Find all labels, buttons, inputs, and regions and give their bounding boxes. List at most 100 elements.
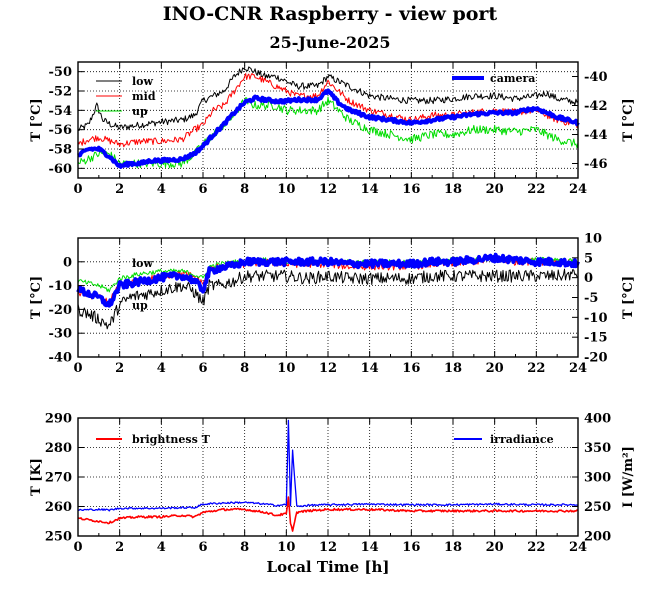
x-tick-label: 2 xyxy=(115,361,124,376)
panels: 0 2 4 6 8 10 12 14 16 18 20 22 24-60-58-56-54-52-50-… xyxy=(29,61,636,556)
series-line-camera xyxy=(76,252,580,308)
legend-label: low xyxy=(132,75,154,88)
y-tick-label: -40 xyxy=(49,351,73,366)
y-tick-label: 0 xyxy=(63,255,72,270)
x-tick-label: 4 xyxy=(157,540,166,555)
y2-tick-label: 10 xyxy=(584,232,602,247)
y2-tick-label: 250 xyxy=(584,500,611,515)
y2-tick-label: 0 xyxy=(584,271,593,286)
y2-axis-label: T [°C] xyxy=(621,98,636,141)
legend-label: brightness T xyxy=(132,433,211,446)
x-tick-label: 12 xyxy=(319,182,337,197)
y-tick-label: 290 xyxy=(45,412,72,427)
series-line-brightness-T xyxy=(77,496,579,532)
x-tick-label: 18 xyxy=(444,361,462,376)
legend-label: up xyxy=(132,105,148,118)
x-tick-label: 24 xyxy=(569,182,587,197)
y2-tick-label: 200 xyxy=(584,530,611,545)
legend-label: irradiance xyxy=(490,433,554,446)
x-tick-label: 22 xyxy=(527,361,545,376)
panel-3: 0 2 4 6 8 10 12 14 16 18 20 22 242502602702802902002… xyxy=(29,412,636,556)
x-axis-label: Local Time [h] xyxy=(267,558,390,576)
x-tick-label: 18 xyxy=(444,540,462,555)
y-tick-label: -58 xyxy=(49,143,73,158)
y2-tick-label: -46 xyxy=(584,157,608,172)
y-axis-label: T [K] xyxy=(29,458,44,496)
y-axis-label: T [°C] xyxy=(29,276,44,319)
x-tick-label: 2 xyxy=(115,182,124,197)
chart-title: INO-CNR Raspberry - view port xyxy=(163,3,498,25)
x-tick-label: 6 xyxy=(198,182,207,197)
y2-tick-label: -5 xyxy=(584,291,598,306)
y-tick-label: 280 xyxy=(45,441,72,456)
y2-tick-label: 400 xyxy=(584,412,611,427)
x-tick-label: 10 xyxy=(277,182,295,197)
x-tick-label: 22 xyxy=(527,540,545,555)
y2-tick-label: 300 xyxy=(584,471,611,486)
x-tick-label: 24 xyxy=(569,361,587,376)
y-tick-label: -10 xyxy=(49,279,73,294)
x-tick-label: 14 xyxy=(361,361,379,376)
y-tick-label: 260 xyxy=(45,500,72,515)
x-tick-label: 8 xyxy=(240,540,249,555)
y2-tick-label: -40 xyxy=(584,70,608,85)
y2-tick-label: -20 xyxy=(584,351,608,366)
x-tick-label: 20 xyxy=(486,182,504,197)
y-tick-label: 270 xyxy=(45,471,72,486)
x-tick-label: 0 xyxy=(73,361,82,376)
series-line-camera xyxy=(77,88,580,169)
y-axis-label: T [°C] xyxy=(29,98,44,141)
y-tick-label: -54 xyxy=(49,104,73,119)
x-tick-label: 20 xyxy=(486,540,504,555)
x-tick-label: 20 xyxy=(486,361,504,376)
x-tick-label: 4 xyxy=(157,361,166,376)
y-tick-label: -20 xyxy=(49,303,73,318)
y2-tick-label: 5 xyxy=(584,251,593,266)
x-tick-label: 12 xyxy=(319,540,337,555)
x-tick-label: 14 xyxy=(361,182,379,197)
x-tick-label: 2 xyxy=(115,540,124,555)
x-tick-label: 24 xyxy=(569,540,587,555)
y2-tick-label: -42 xyxy=(584,99,608,114)
x-tick-label: 14 xyxy=(361,540,379,555)
y2-tick-label: -15 xyxy=(584,331,608,346)
x-tick-label: 4 xyxy=(157,182,166,197)
y2-tick-label: 350 xyxy=(584,441,611,456)
y-tick-label: -30 xyxy=(49,327,73,342)
x-tick-label: 0 xyxy=(73,182,82,197)
y2-tick-label: -10 xyxy=(584,311,608,326)
series-line-up xyxy=(77,96,579,169)
y2-axis-label: T [°C] xyxy=(621,276,636,319)
legend-label: camera xyxy=(490,72,535,85)
annotation-label: low xyxy=(132,257,154,270)
annotation-label: up xyxy=(132,299,148,312)
x-tick-label: 16 xyxy=(402,182,420,197)
series-line-low xyxy=(77,66,579,131)
x-tick-label: 10 xyxy=(277,540,295,555)
y-tick-label: -52 xyxy=(49,85,73,100)
x-tick-label: 6 xyxy=(198,361,207,376)
x-tick-label: 22 xyxy=(527,182,545,197)
x-tick-label: 0 xyxy=(73,540,82,555)
x-tick-label: 12 xyxy=(319,361,337,376)
panel-1: 0 2 4 6 8 10 12 14 16 18 20 22 24-60-58-56-54-52-50-… xyxy=(29,61,636,197)
y-tick-label: 250 xyxy=(45,530,72,545)
panel-2: 0 2 4 6 8 10 12 14 16 18 20 22 24-40-30-20-100-20-15… xyxy=(29,232,636,377)
series-line-low xyxy=(77,268,579,330)
y-tick-label: -56 xyxy=(49,123,73,138)
y-tick-label: -50 xyxy=(49,65,73,80)
chart-subtitle: 25-June-2025 xyxy=(269,33,390,52)
x-tick-label: 18 xyxy=(444,182,462,197)
x-tick-label: 16 xyxy=(402,540,420,555)
x-tick-label: 8 xyxy=(240,361,249,376)
y-tick-label: -60 xyxy=(49,162,73,177)
series-line-irradiance xyxy=(77,419,579,512)
x-tick-label: 8 xyxy=(240,182,249,197)
y2-axis-label: I [W/m²] xyxy=(621,446,636,508)
x-tick-label: 6 xyxy=(198,540,207,555)
x-tick-label: 16 xyxy=(402,361,420,376)
x-tick-label: 10 xyxy=(277,361,295,376)
legend-label: mid xyxy=(132,90,156,103)
y2-tick-label: -44 xyxy=(584,128,608,143)
